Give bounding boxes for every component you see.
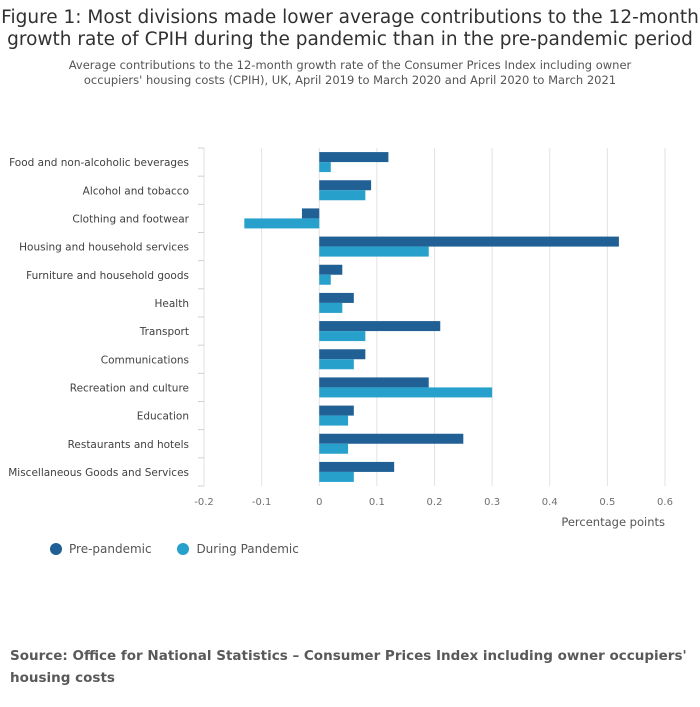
x-tick-label-0: -0.2 xyxy=(194,497,214,508)
category-label-6: Transport xyxy=(139,326,189,338)
category-label-9: Education xyxy=(137,411,189,423)
bar-chart: -0.2 -0.1 0 0.1 0.2 0.3 0.4 0.5 0.6 Food and non-… xyxy=(8,147,673,529)
chart-subtitle: Average contributions to the 12-month gr… xyxy=(68,58,632,87)
category-label-11: Miscellaneous Goods and Services xyxy=(8,467,189,479)
x-tick-label-2: 0 xyxy=(316,497,322,508)
bar-pre-pandemic-6 xyxy=(319,321,441,332)
category-label-8: Recreation and culture xyxy=(70,382,189,394)
category-label-5: Health xyxy=(155,298,189,310)
category-label-4: Furniture and household goods xyxy=(26,270,189,282)
bar-during-pandemic-3 xyxy=(319,246,429,257)
bar-pre-pandemic-7 xyxy=(319,349,366,360)
x-tick-label-8: 0.6 xyxy=(657,497,673,508)
x-tick-label-3: 0.1 xyxy=(369,497,385,508)
bar-during-pandemic-1 xyxy=(319,190,366,201)
bar-pre-pandemic-2 xyxy=(301,208,320,219)
bar-during-pandemic-8 xyxy=(319,387,493,398)
bar-pre-pandemic-5 xyxy=(319,292,354,303)
source-note: Source: Office for National Statistics –… xyxy=(10,648,687,686)
legend-item-pre-pandemic: Pre-pandemic xyxy=(50,542,152,556)
bar-pre-pandemic-8 xyxy=(319,377,429,388)
bar-pre-pandemic-9 xyxy=(319,405,354,416)
bar-during-pandemic-5 xyxy=(319,302,343,313)
legend-label-pre-pandemic: Pre-pandemic xyxy=(69,542,152,556)
chart-title: Figure 1: Most divisions made lower aver… xyxy=(1,7,699,50)
bar-pre-pandemic-0 xyxy=(319,152,389,163)
legend-swatch-during-pandemic xyxy=(177,543,190,555)
bar-during-pandemic-9 xyxy=(319,415,349,426)
x-tick-label-7: 0.5 xyxy=(599,497,615,508)
bar-pre-pandemic-11 xyxy=(319,461,395,472)
x-tick-label-4: 0.2 xyxy=(427,497,443,508)
x-tick-label-1: -0.1 xyxy=(252,497,272,508)
bar-pre-pandemic-3 xyxy=(319,236,619,247)
bar-during-pandemic-2 xyxy=(244,218,320,229)
bar-during-pandemic-7 xyxy=(319,359,354,370)
category-label-10: Restaurants and hotels xyxy=(68,439,189,451)
category-label-3: Housing and household services xyxy=(19,242,189,254)
x-tick-label-6: 0.4 xyxy=(542,497,558,508)
x-axis-label: Percentage points xyxy=(561,515,665,529)
bar-during-pandemic-0 xyxy=(319,162,331,173)
category-label-2: Clothing and footwear xyxy=(72,213,189,225)
bar-pre-pandemic-10 xyxy=(319,433,464,444)
bar-during-pandemic-6 xyxy=(319,331,366,342)
bar-during-pandemic-11 xyxy=(319,471,354,482)
chart-legend: Pre-pandemic During Pandemic xyxy=(50,542,321,558)
legend-swatch-pre-pandemic xyxy=(50,543,62,555)
legend-item-during-pandemic: During Pandemic xyxy=(177,542,299,556)
bar-during-pandemic-10 xyxy=(319,443,349,454)
bar-pre-pandemic-4 xyxy=(319,264,343,275)
category-label-1: Alcohol and tobacco xyxy=(83,185,189,197)
bar-pre-pandemic-1 xyxy=(319,180,372,191)
category-label-0: Food and non-alcoholic beverages xyxy=(9,157,189,169)
category-label-7: Communications xyxy=(101,354,189,366)
legend-label-during-pandemic: During Pandemic xyxy=(196,542,299,556)
bar-during-pandemic-4 xyxy=(319,274,331,285)
x-tick-label-5: 0.3 xyxy=(484,497,500,508)
